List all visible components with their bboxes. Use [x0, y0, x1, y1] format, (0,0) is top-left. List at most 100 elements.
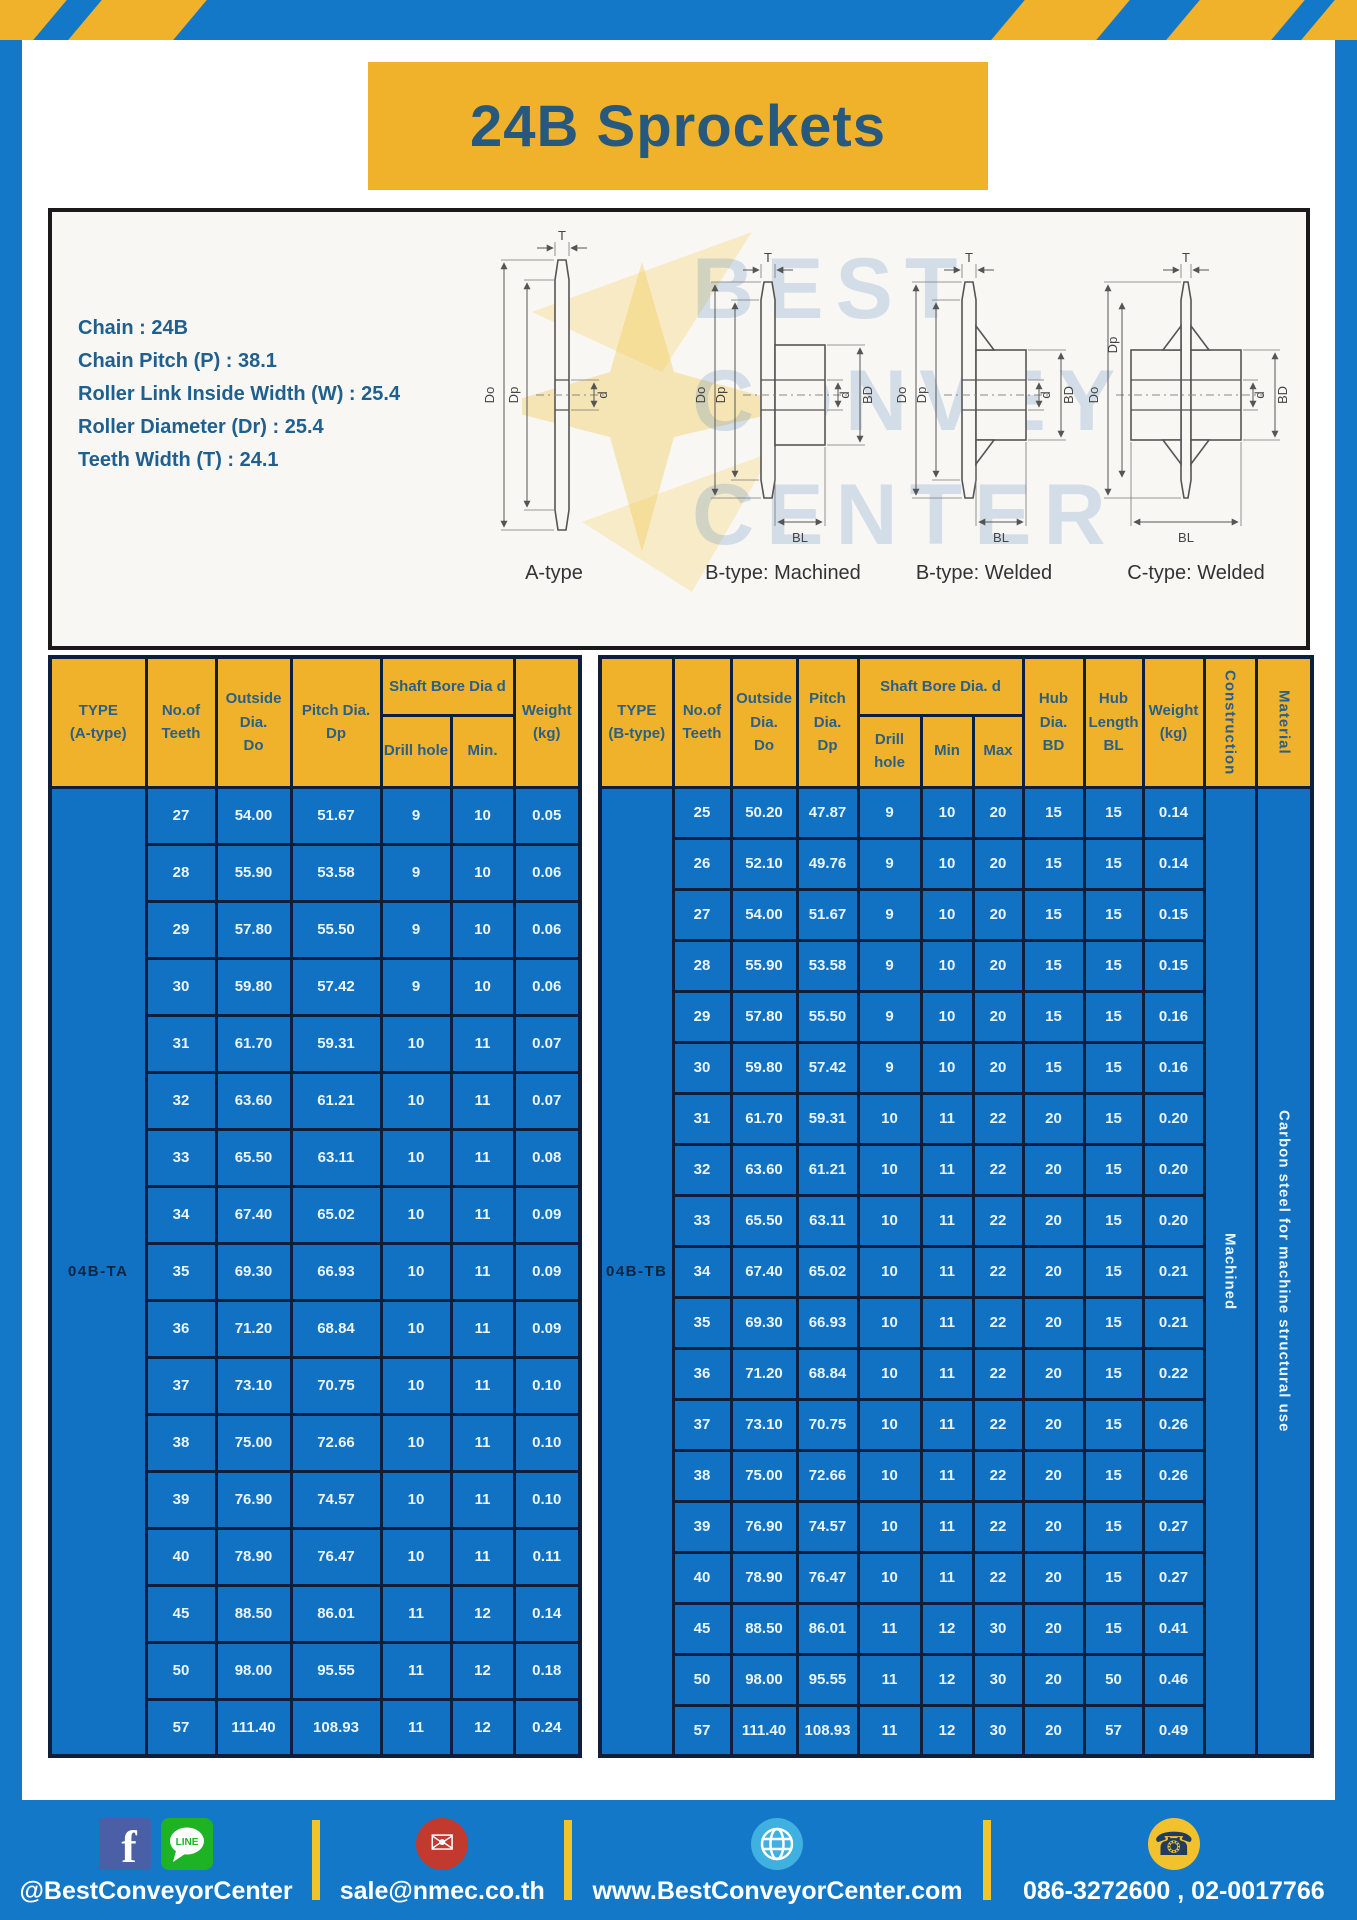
table-a-cell: 34	[144, 1184, 218, 1245]
table-b-cell: 28	[671, 938, 733, 993]
table-b-cell: 33	[671, 1193, 733, 1248]
svg-text:BD: BD	[1275, 386, 1290, 404]
table-b-cell: 54.00	[729, 887, 799, 942]
table-b-cell: 61.70	[729, 1091, 799, 1146]
col-header-shaft: Shaft Bore Dia. d	[856, 655, 1025, 717]
table-b-row: 33 65.50 63.11 10 11 22 20 15 0.20	[600, 1193, 1312, 1248]
col-header-outside: Outside Dia. Do	[729, 655, 799, 789]
table-b-cell: 35	[671, 1295, 733, 1350]
sprocket-b-machined-drawing-icon: T Do Dp d BD BL	[693, 250, 875, 545]
table-a-cell: 0.05	[512, 785, 582, 846]
footer-phone-numbers: 086-3272600 , 02-0017766	[1022, 1877, 1325, 1905]
table-a-cell: 61.21	[289, 1070, 383, 1131]
table-a-cell: 108.93	[289, 1697, 383, 1758]
table-a-cell: 51.67	[289, 785, 383, 846]
table-a-cell: 59.80	[214, 956, 293, 1017]
sprocket-c-welded-drawing-icon: T Do Dp d BD BL	[1086, 250, 1290, 545]
table-a-cell: 66.93	[289, 1241, 383, 1302]
table-b-cell: 73.10	[729, 1397, 799, 1452]
table-b-cell: 31	[671, 1091, 733, 1146]
table-b-cell: 9	[856, 938, 923, 993]
table-b-cell: 45	[671, 1601, 733, 1656]
table-b-cell: 20	[1021, 1448, 1086, 1503]
table-b-cell: 20	[971, 836, 1025, 891]
col-header-type: TYPE (A-type)	[48, 655, 148, 789]
svg-text:T: T	[764, 250, 772, 265]
footer-social-handle: @BestConveyorCenter	[19, 1877, 293, 1905]
table-b-cell: 10	[856, 1397, 923, 1452]
footer-social-segment: f LINE @BestConveyorCenter	[0, 1800, 312, 1920]
table-a-row: 45 88.50 86.01 11 12 0.14	[50, 1583, 582, 1644]
col-header-type: TYPE (B-type)	[598, 655, 675, 789]
table-b-row: 32 63.60 61.21 10 11 22 20 15 0.20	[600, 1142, 1312, 1197]
table-b-cell: 22	[971, 1244, 1025, 1299]
table-b-cell: 15	[1082, 836, 1145, 891]
table-a-cell: 10	[379, 1241, 453, 1302]
svg-text:f: f	[121, 1821, 137, 1870]
table-b-cell: 57.42	[795, 1040, 860, 1095]
table-b-row: 31 61.70 59.31 10 11 22 20 15 0.20	[600, 1091, 1312, 1146]
table-b-cell: 38	[671, 1448, 733, 1503]
col-header-min: Min	[919, 713, 975, 789]
table-b-cell: 15	[1082, 1295, 1145, 1350]
phone-icon: ☎	[1147, 1818, 1200, 1870]
table-a-cell: 9	[379, 899, 453, 960]
table-a-header-row: TYPE (A-type) No.of Teeth Outside Dia. D…	[48, 655, 582, 789]
hazard-stripe	[991, 0, 1130, 40]
table-a-row: 04B-TA 27 54.00 51.67 9 10 0.05	[48, 785, 582, 1758]
table-b-cell: 74.57	[795, 1499, 860, 1554]
table-a-cell: 65.50	[214, 1127, 293, 1188]
footer-divider	[312, 1820, 321, 1900]
diagram-b-type-welded: T Do Dp d BD BL	[874, 230, 1094, 630]
table-a-row: 35 69.30 66.93 10 11 0.09	[50, 1241, 582, 1302]
table-b-cell: 22	[971, 1397, 1025, 1452]
table-b-cell: 0.27	[1141, 1550, 1206, 1605]
table-a-cell: 11	[449, 1184, 516, 1245]
diagram-c-type-welded: T Do Dp d BD BL C-type: Welded	[1086, 230, 1306, 630]
col-header-drill-hole: Drill hole	[379, 713, 453, 789]
table-a-row: 33 65.50 63.11 10 11 0.08	[50, 1127, 582, 1188]
table-b-cell: 15	[1082, 989, 1145, 1044]
table-b-cell: 15	[1021, 785, 1086, 840]
table-b-row: 57 111.40 108.93 11 12 30 20 57 0.49	[600, 1703, 1312, 1758]
left-border	[0, 40, 22, 1802]
spec-line-inside-width: Roller Link Inside Width (W) : 25.4	[78, 383, 401, 405]
table-b-cell: 30	[971, 1652, 1025, 1707]
table-a-cell: 76.47	[289, 1526, 383, 1587]
table-b-cell: 20	[1021, 1601, 1086, 1656]
table-b-cell: 0.14	[1141, 785, 1206, 840]
table-b-cell: 39	[671, 1499, 733, 1554]
table-b-cell: 78.90	[729, 1550, 799, 1605]
table-b-cell: 111.40	[729, 1703, 799, 1758]
table-b-cell: 20	[1021, 1142, 1086, 1197]
table-b-cell: 36	[671, 1346, 733, 1401]
table-a-cell: 30	[144, 956, 218, 1017]
col-header-pitch: Pitch Dia. Dp	[795, 655, 860, 789]
diagram-label-b-welded: B-type: Welded	[915, 562, 1053, 584]
table-a-cell: 11	[379, 1697, 453, 1758]
table-b-cell: 15	[1082, 1193, 1145, 1248]
svg-text:BD: BD	[1061, 386, 1076, 404]
table-a-cell: 95.55	[289, 1640, 383, 1701]
table-b-cell: 75.00	[729, 1448, 799, 1503]
table-b-cell: 63.11	[795, 1193, 860, 1248]
col-header-weight: Weight (kg)	[512, 655, 582, 789]
table-b-cell: 11	[919, 1550, 975, 1605]
spec-line-teeth-width: Teeth Width (T) : 24.1	[78, 449, 279, 471]
table-b-row: 39 76.90 74.57 10 11 22 20 15 0.27	[600, 1499, 1312, 1554]
table-a-cell: 74.57	[289, 1469, 383, 1530]
table-b-cell: 32	[671, 1142, 733, 1197]
hazard-stripe	[68, 0, 207, 40]
table-a-row: 39 76.90 74.57 10 11 0.10	[50, 1469, 582, 1530]
svg-text:T: T	[558, 230, 566, 243]
table-b-cell: 98.00	[729, 1652, 799, 1707]
table-a-cell: 0.09	[512, 1241, 582, 1302]
table-b-cell: 11	[919, 1142, 975, 1197]
table-b-cell: 57.80	[729, 989, 799, 1044]
table-b-row: 30 59.80 57.42 9 10 20 15 15 0.16	[600, 1040, 1312, 1095]
table-b-cell: 0.26	[1141, 1397, 1206, 1452]
svg-text:Do: Do	[482, 387, 497, 404]
table-b-cell: 10	[856, 1346, 923, 1401]
svg-text:d: d	[595, 391, 610, 398]
table-b-cell: 40	[671, 1550, 733, 1605]
